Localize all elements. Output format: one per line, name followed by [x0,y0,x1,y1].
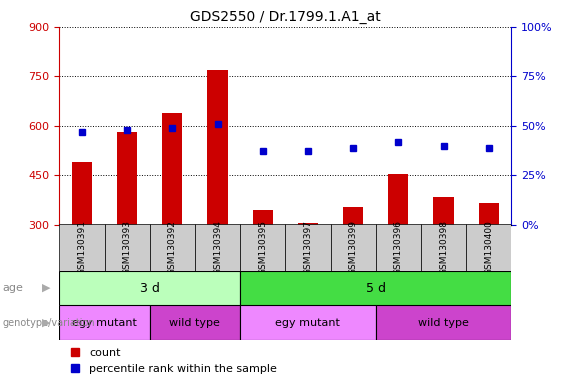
Text: egy mutant: egy mutant [276,318,340,328]
Bar [105,224,150,271]
Bar [162,113,182,225]
Text: GSM130397: GSM130397 [303,220,312,275]
Bar [376,224,421,271]
Text: GSM130399: GSM130399 [349,220,358,275]
Bar [376,305,511,340]
Text: GSM130393: GSM130393 [123,220,132,275]
Text: ▶: ▶ [42,318,51,328]
Bar [388,174,408,225]
Text: GSM130394: GSM130394 [213,220,222,275]
Text: age: age [3,283,24,293]
Text: GSM130398: GSM130398 [439,220,448,275]
Bar [433,197,454,225]
Bar [479,203,499,225]
Bar [207,70,228,225]
Title: GDS2550 / Dr.1799.1.A1_at: GDS2550 / Dr.1799.1.A1_at [190,10,381,25]
Bar [331,224,376,271]
Legend: count, percentile rank within the sample: count, percentile rank within the sample [65,344,281,379]
Text: GSM130391: GSM130391 [77,220,86,275]
Text: GSM130396: GSM130396 [394,220,403,275]
Bar [285,224,331,271]
Bar [150,305,240,340]
Bar [421,224,466,271]
Bar [195,224,240,271]
Text: wild type: wild type [170,318,220,328]
Text: 3 d: 3 d [140,281,160,295]
Text: ▶: ▶ [42,283,51,293]
Text: GSM130392: GSM130392 [168,220,177,275]
Text: egy mutant: egy mutant [72,318,137,328]
Bar [298,223,318,225]
Bar [59,305,150,340]
Text: GSM130400: GSM130400 [484,220,493,275]
Text: genotype/variation: genotype/variation [3,318,95,328]
Text: 5 d: 5 d [366,281,386,295]
Text: GSM130395: GSM130395 [258,220,267,275]
Bar [59,224,105,271]
Text: wild type: wild type [418,318,469,328]
Bar [72,162,92,225]
Bar [253,210,273,225]
Bar [466,224,511,271]
Bar [240,271,511,305]
Bar [59,271,240,305]
Bar [343,207,363,225]
Bar [117,132,137,225]
Bar [240,224,285,271]
Bar [240,305,376,340]
Bar [150,224,195,271]
